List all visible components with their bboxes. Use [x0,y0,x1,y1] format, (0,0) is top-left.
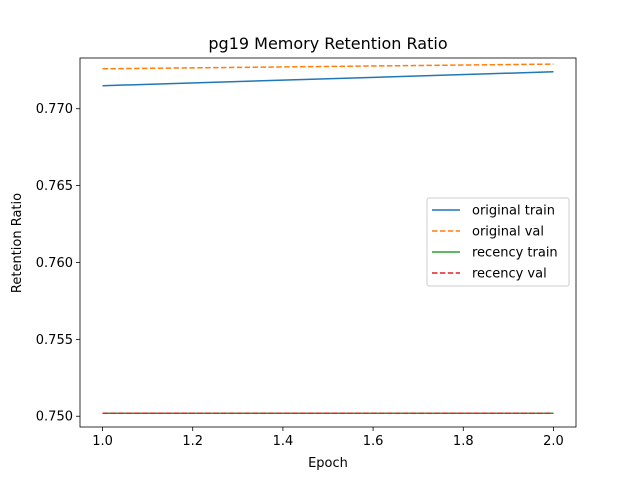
series-line-1 [102,63,554,70]
y-tick-label: 0.750 [36,410,73,425]
y-tick-label: 0.760 [36,256,73,271]
legend-label-3: recency val [472,267,547,282]
y-tick-label: 0.770 [36,102,73,117]
series-line-0 [102,71,554,87]
plot-area: 1.0 1.2 1.4 1.6 1.8 2.0 0.750 0.755 0.760 0.765 0.… [36,57,577,449]
x-axis-label: Epoch [308,456,348,471]
x-tick-label: 1.4 [273,434,294,449]
x-tick-label: 2.0 [543,434,564,449]
x-tick-label: 1.2 [182,434,203,449]
y-axis-label: Retention Ratio [10,193,25,293]
legend-box [426,197,570,287]
x-tick-label: 1.8 [453,434,474,449]
legend-label-1: original val [472,225,544,240]
chart-title: pg19 Memory Retention Ratio [208,34,447,53]
x-tick-label: 1.6 [363,434,384,449]
x-tick-label: 1.0 [92,434,113,449]
axes-frame [79,57,577,428]
y-tick-label: 0.765 [36,179,73,194]
legend-label-0: original train [472,204,555,219]
legend-label-2: recency train [472,246,558,261]
y-tick-label: 0.755 [36,333,73,348]
